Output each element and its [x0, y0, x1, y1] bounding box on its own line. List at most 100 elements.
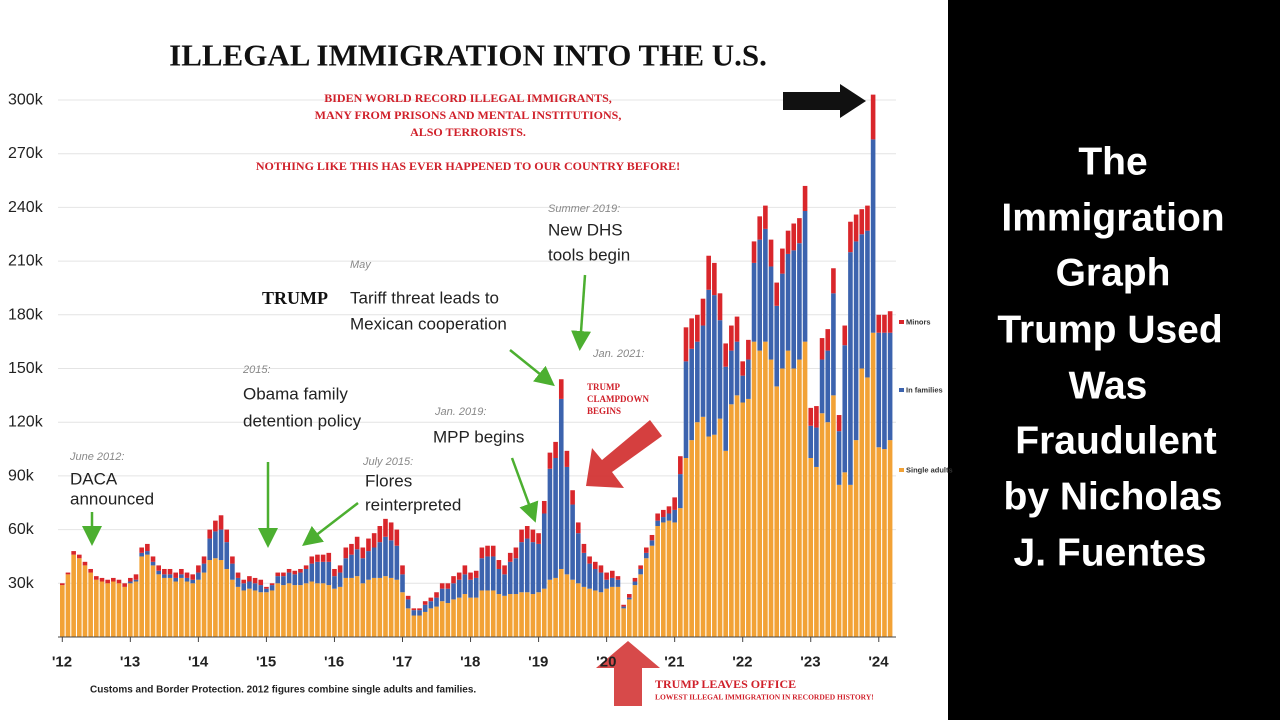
bar-segment	[360, 583, 366, 637]
bar-segment	[655, 526, 660, 637]
bar-segment	[377, 542, 383, 578]
bar-segment	[638, 565, 643, 569]
bar-segment	[808, 458, 814, 637]
bar-segment	[388, 540, 394, 578]
bar-segment	[882, 332, 887, 450]
bar-segment	[224, 568, 230, 637]
legend-label: Minors	[906, 318, 931, 327]
bar-segment	[490, 590, 496, 637]
bar-segment	[638, 574, 643, 637]
bar-segment	[536, 592, 541, 637]
bar-segment	[167, 568, 173, 575]
x-tick-label: '16	[324, 654, 344, 671]
y-tick-label: 180k	[8, 306, 44, 323]
bar-segment	[632, 585, 638, 637]
bar-segment	[757, 216, 763, 240]
bar-segment	[479, 590, 485, 637]
bar-segment	[122, 583, 127, 587]
bar-segment	[876, 332, 882, 448]
x-tick-label: '19	[528, 654, 548, 671]
bar-segment	[683, 361, 689, 458]
annotation: announced	[70, 490, 154, 509]
bar-segment	[592, 568, 598, 591]
bar-segment	[507, 594, 513, 637]
bar-segment	[581, 543, 587, 553]
bar-segment	[836, 415, 842, 432]
red-arrow	[596, 641, 660, 706]
bar-segment	[530, 594, 536, 637]
bar-segment	[218, 529, 224, 561]
bar-segment	[592, 590, 598, 637]
bar-segment	[485, 556, 490, 591]
bar-segment	[94, 576, 99, 580]
bar-segment	[621, 604, 626, 607]
bar-segment	[513, 594, 519, 637]
bar-segment	[150, 561, 156, 566]
bar-segment	[672, 497, 677, 510]
side-text: Fraudulent	[1015, 420, 1217, 463]
bar-segment	[729, 404, 734, 637]
annotation: New DHS	[548, 221, 623, 240]
annotation: NOTHING LIKE THIS HAS EVER HAPPENED TO O…	[256, 159, 680, 173]
bar-segment	[842, 325, 848, 346]
bar-segment	[366, 538, 371, 552]
bar-segment	[814, 466, 819, 637]
bar-segment	[717, 293, 723, 321]
bar-segment	[275, 583, 281, 637]
bar-segment	[785, 350, 791, 637]
bar-segment	[678, 474, 683, 509]
bar-segment	[553, 441, 558, 458]
bar-segment	[315, 583, 320, 637]
bar-segment	[439, 601, 445, 637]
x-tick-label: '12	[52, 654, 72, 671]
bar-segment	[746, 398, 751, 637]
bar-segment	[706, 289, 711, 437]
bar-segment	[831, 268, 836, 294]
bar-segment	[298, 572, 303, 586]
bar-segment	[853, 440, 859, 637]
bar-segment	[139, 552, 144, 557]
bar-segment	[128, 581, 133, 584]
bar-segment	[717, 320, 723, 419]
bar-segment	[196, 572, 201, 580]
bar-segment	[434, 597, 439, 607]
bar-segment	[411, 608, 417, 611]
bar-segment	[570, 490, 575, 505]
bar-segment	[201, 563, 207, 573]
bar-segment	[405, 599, 411, 609]
bar-segment	[167, 574, 173, 578]
arrow	[571, 274, 592, 351]
side-panel-background	[948, 0, 1280, 720]
bar-segment	[507, 552, 513, 562]
black-arrow	[783, 84, 866, 118]
side-text: J. Fuentes	[1014, 532, 1207, 575]
bar-segment	[303, 583, 309, 637]
bar-segment	[371, 547, 377, 578]
chart-title: ILLEGAL IMMIGRATION INTO THE U.S.	[169, 38, 767, 73]
bar-segment	[598, 565, 604, 573]
bar-segment	[502, 565, 507, 575]
bar-segment	[729, 325, 734, 351]
bar-segment	[343, 577, 349, 637]
bar-segment	[252, 583, 258, 591]
bar-segment	[859, 234, 865, 369]
bar-segment	[876, 314, 882, 333]
bar-segment	[417, 608, 422, 611]
bar-segment	[394, 545, 400, 580]
bar-segment	[485, 545, 490, 557]
bar-segment	[218, 560, 224, 637]
bar-segment	[887, 311, 893, 333]
bar-segment	[354, 549, 360, 577]
annotation: Flores	[365, 472, 412, 491]
bar-segment	[615, 576, 621, 580]
bar-segment	[887, 440, 893, 637]
bar-segment	[870, 94, 876, 140]
bar-segment	[587, 563, 592, 589]
bar-segment	[553, 577, 558, 637]
bar-segment	[343, 547, 349, 559]
bar-segment	[751, 241, 757, 263]
annotation: TRUMP	[587, 382, 620, 392]
annotation: Jan. 2019:	[434, 406, 486, 418]
bar-segment	[201, 572, 207, 637]
